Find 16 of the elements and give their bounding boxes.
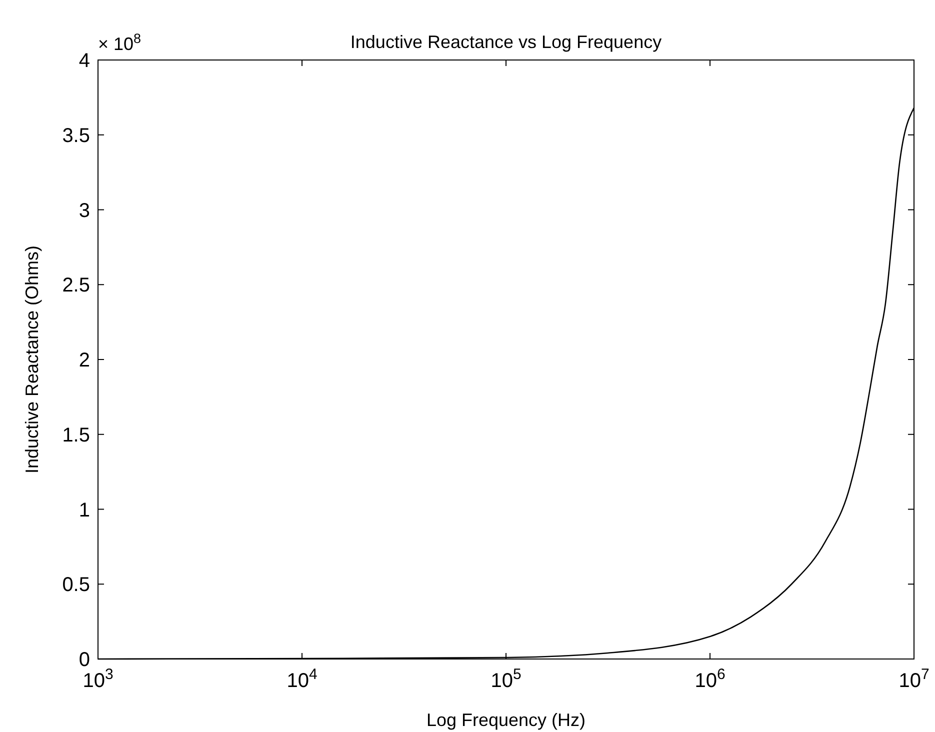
y-tick-label: 1.5 [62, 424, 90, 446]
chart-title: Inductive Reactance vs Log Frequency [350, 32, 662, 52]
y-axis-title: Inductive Reactance (Ohms) [22, 245, 42, 474]
y-tick-label: 3 [78, 200, 90, 222]
x-tick-label: 10$^{7}$ [898, 666, 930, 692]
y-tick-label: 2 [78, 350, 90, 372]
x-axis-title: Log Frequency (Hz) [426, 710, 586, 730]
y-tick-label: 1 [78, 499, 90, 522]
y-tick-label: 3.5 [62, 124, 90, 147]
y-tick-label: 2.5 [62, 274, 90, 297]
y-tick-label: 0.5 [62, 574, 90, 596]
x-tick-label: 10$^{4}$ [286, 666, 318, 692]
text: × 10$^{8}$ [98, 30, 142, 54]
x-tick-label: 10$^{5}$ [490, 666, 522, 692]
x-tick-label: 10$^{6}$ [694, 666, 726, 692]
y-tick-label: 4 [78, 50, 90, 72]
